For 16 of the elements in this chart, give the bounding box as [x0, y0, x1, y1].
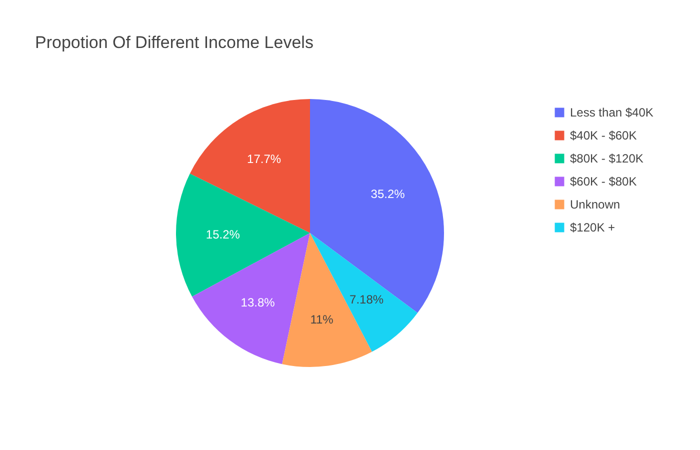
data-label: 13.8%	[240, 296, 276, 310]
legend-label: Less than $40K	[570, 106, 654, 120]
pie-slice	[310, 99, 444, 313]
chart-title: Propotion Of Different Income Levels	[35, 33, 314, 52]
pie-slice	[176, 174, 310, 297]
data-label: 11%	[310, 312, 334, 326]
data-label: 7.18%	[350, 292, 384, 306]
legend-label: $120K +	[570, 220, 616, 234]
legend-label: Unknown	[570, 198, 620, 212]
legend-label: $40K - $60K	[570, 128, 637, 142]
legend-label: $60K - $80K	[570, 174, 637, 188]
data-label: 17.7%	[247, 152, 282, 166]
legend-label: $80K - $120K	[570, 152, 644, 166]
pie-slice	[310, 233, 418, 352]
data-label: 35.2%	[370, 186, 406, 201]
data-label: 15.2%	[206, 228, 240, 242]
